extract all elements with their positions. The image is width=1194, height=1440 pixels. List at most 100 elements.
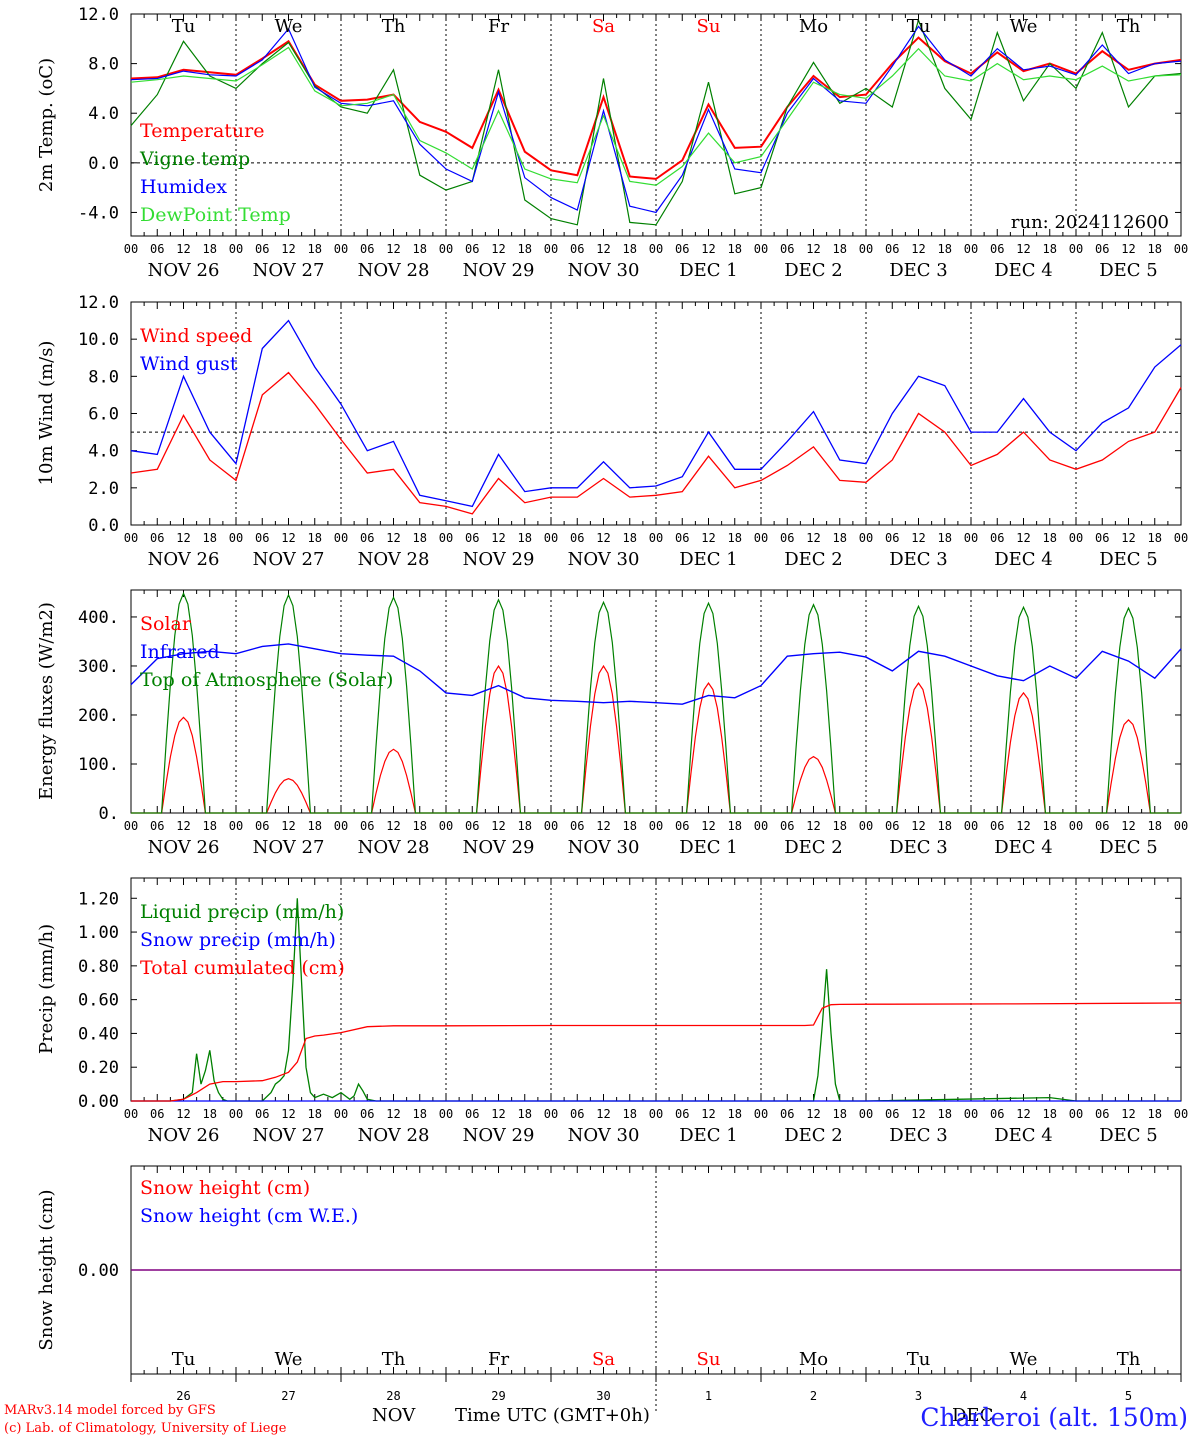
panel-0-hour-label: 18 [413, 242, 427, 256]
panel-0-date-label: DEC 2 [784, 260, 843, 281]
panel-2-hour-label: 00 [334, 819, 348, 833]
panel-3-hour-label: 06 [360, 1107, 374, 1121]
panel-1-hour-label: 06 [150, 531, 164, 545]
panel-2-hour-label: 00 [544, 819, 558, 833]
panel-2-date-label: DEC 4 [994, 837, 1053, 858]
panel-1-hour-label: 18 [1043, 531, 1057, 545]
bottom-weekday-label: Tu [172, 1349, 196, 1370]
panel-1-hour-label: 18 [833, 531, 847, 545]
panel-3-legend-entry: Total cumulated (cm) [140, 957, 345, 979]
panel-3-hour-label: 18 [203, 1107, 217, 1121]
panel-0-hour-label: 18 [938, 242, 952, 256]
panel-1-date-label: DEC 2 [784, 549, 843, 570]
panel-0-date-label: DEC 3 [889, 260, 948, 281]
panel-1-legend-entry: Wind speed [140, 325, 252, 347]
panel-2-hour-label: 06 [1095, 819, 1109, 833]
panel-2-legend-entry: Top of Atmosphere (Solar) [140, 669, 393, 691]
panel-2-hour-label: 18 [728, 819, 742, 833]
month-label-dec: DEC [952, 1405, 994, 1426]
panel-3-legend-entry: Liquid precip (mm/h) [140, 901, 344, 923]
panel-0-date-label: NOV 29 [463, 260, 535, 281]
panel-2-hour-label: 12 [1121, 819, 1135, 833]
month-label-nov: NOV [372, 1405, 416, 1426]
panel-0-hour-label: 06 [990, 242, 1004, 256]
panel-1-hour-label: 12 [701, 531, 715, 545]
panel-0-hour-label: 06 [465, 242, 479, 256]
panel-0-hour-label: 18 [833, 242, 847, 256]
panel-2-hour-label: 12 [806, 819, 820, 833]
panel-3-hour-label: 12 [386, 1107, 400, 1121]
panel-1-ytick-label: 8.0 [88, 367, 119, 387]
panel-3-hour-label: 06 [570, 1107, 584, 1121]
panel-1-date-label: DEC 1 [679, 549, 738, 570]
panel-3-ytick-label: 0.60 [78, 991, 119, 1011]
panel-2-ylabel: Energy fluxes (W/m2) [36, 602, 57, 800]
bottom-day-number: 27 [281, 1389, 295, 1403]
panel-2-date-label: DEC 5 [1099, 837, 1158, 858]
panel-3-hour-label: 00 [1069, 1107, 1083, 1121]
panel-3-date-label: DEC 5 [1099, 1125, 1158, 1146]
panel-3-hour-label: 00 [439, 1107, 453, 1121]
run-label: run: 2024112600 [1011, 212, 1169, 233]
panel-2-hour-label: 00 [964, 819, 978, 833]
panel-1-ytick-label: 12.0 [78, 293, 119, 313]
panel-2-hour-label: 18 [413, 819, 427, 833]
panel-0-hour-label: 18 [1043, 242, 1057, 256]
panel-2-date-label: NOV 26 [148, 837, 220, 858]
panel-1-hour-label: 18 [518, 531, 532, 545]
panel-2-hour-label: 06 [675, 819, 689, 833]
panel-1-hour-label: 00 [124, 531, 138, 545]
panel-2-hour-label: 18 [203, 819, 217, 833]
panel-0-hour-label: 12 [176, 242, 190, 256]
panel-0-hour-label: 00 [1174, 242, 1188, 256]
panel-1-hour-label: 06 [675, 531, 689, 545]
panel-4-ylabel: Snow height (cm) [36, 1189, 57, 1350]
panel-3-date-label: NOV 26 [148, 1125, 220, 1146]
panel-1-hour-label: 12 [176, 531, 190, 545]
panel-0-hour-label: 06 [570, 242, 584, 256]
panel-1-hour-label: 06 [990, 531, 1004, 545]
panel-1-hour-label: 18 [413, 531, 427, 545]
panel-0-hour-label: 12 [806, 242, 820, 256]
panel-0-hour-label: 00 [334, 242, 348, 256]
panel-1-ytick-label: 0.0 [88, 516, 119, 536]
bottom-day-number: 5 [1125, 1389, 1132, 1403]
panel-2-hour-label: 00 [859, 819, 873, 833]
panel-1-date-label: NOV 26 [148, 549, 220, 570]
panel-1-hour-label: 00 [649, 531, 663, 545]
panel-3-ytick-label: 0.80 [78, 957, 119, 977]
panel-3-date-label: NOV 27 [253, 1125, 325, 1146]
footer-credit-text: (c) Lab. of Climatology, University of L… [4, 1421, 287, 1436]
panel-1-hour-label: 12 [911, 531, 925, 545]
weekday-label: Su [697, 16, 721, 37]
panel-3-hour-label: 00 [229, 1107, 243, 1121]
panel-1-hour-label: 18 [623, 531, 637, 545]
panel-0-ytick-label: -4.0 [78, 203, 119, 223]
panel-3-hour-label: 12 [281, 1107, 295, 1121]
panel-2-ytick-label: 200. [78, 706, 119, 726]
panel-0-hour-label: 00 [649, 242, 663, 256]
panel-0-hour-label: 12 [281, 242, 295, 256]
panel-3-hour-label: 18 [413, 1107, 427, 1121]
panel-2-hour-label: 00 [754, 819, 768, 833]
temp-series-0-line [130, 36, 1182, 180]
panel-3-hour-label: 18 [308, 1107, 322, 1121]
panel-3-hour-label: 06 [465, 1107, 479, 1121]
panel-2-ytick-label: 300. [78, 657, 119, 677]
panel-1-date-label: NOV 30 [568, 549, 640, 570]
panel-2-ytick-label: 100. [78, 755, 119, 775]
panel-3-date-label: NOV 28 [358, 1125, 430, 1146]
panel-4-ytick-label: 0.00 [78, 1261, 119, 1281]
panel-2-hour-label: 06 [465, 819, 479, 833]
panel-0-hour-label: 12 [596, 242, 610, 256]
panel-2-hour-label: 00 [439, 819, 453, 833]
panel-3-hour-label: 18 [623, 1107, 637, 1121]
panel-3-hour-label: 18 [1043, 1107, 1057, 1121]
panel-3-ytick-label: 0.40 [78, 1024, 119, 1044]
panel-2-hour-label: 12 [596, 819, 610, 833]
panel-0-date-label: DEC 1 [679, 260, 738, 281]
panel-2-hour-label: 12 [386, 819, 400, 833]
panel-2-hour-label: 00 [229, 819, 243, 833]
weekday-label: Tu [907, 16, 931, 37]
panel-3-hour-label: 18 [938, 1107, 952, 1121]
